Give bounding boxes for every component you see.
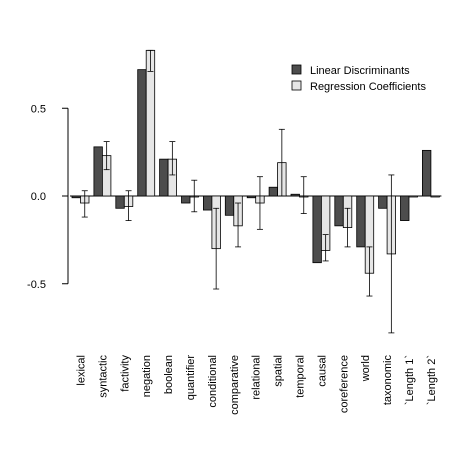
bar-linear-discriminants-factivity: [115, 195, 125, 209]
bar-linear-discriminants-spatial: [268, 186, 279, 197]
bar-linear-discriminants-coreference: [334, 195, 344, 227]
category-label-relational: relational: [251, 355, 263, 400]
category-label-syntactic: syntactic: [97, 355, 109, 398]
category-label-temporal: temporal: [295, 355, 307, 398]
category-label-taxonomic: taxonomic: [382, 355, 394, 406]
category-label-negation: negation: [141, 355, 153, 397]
legend: Linear Discriminants Regression Coeffici…: [291, 64, 426, 93]
bar-linear-discriminants-comparative: [224, 195, 235, 216]
error-bars: [81, 49, 395, 334]
bar-linear-discriminants-length-2: [421, 149, 432, 197]
bar-linear-discriminants-conditional: [202, 195, 213, 211]
y-tick-label: 0.5: [31, 103, 46, 115]
legend-label-regression-coefficients: Regression Coefficients: [310, 81, 426, 93]
category-labels: lexical syntactic factivity negation boolean…: [76, 355, 438, 415]
bar-regression-coefficients-length-2: [430, 195, 440, 198]
category-label-boolean: boolean: [163, 355, 175, 394]
bar-regression-coefficients-negation: [145, 49, 156, 197]
bar-linear-discriminants-boolean: [159, 158, 169, 197]
category-label-length-2: `Length 2`: [426, 355, 438, 405]
bar-linear-discriminants-quantifier: [181, 195, 191, 204]
bar-linear-discriminants-relational: [246, 195, 257, 199]
category-label-lexical: lexical: [76, 355, 88, 386]
bar-linear-discriminants-world: [356, 195, 366, 248]
legend-swatch-linear-discriminants: [291, 64, 302, 75]
category-label-comparative: comparative: [229, 355, 241, 415]
bar-linear-discriminants-syntactic: [93, 146, 103, 197]
y-tick-label: 0.0: [31, 191, 46, 203]
category-label-conditional: conditional: [207, 355, 219, 408]
legend-label-linear-discriminants: Linear Discriminants: [310, 65, 410, 77]
category-label-factivity: factivity: [119, 355, 131, 392]
y-tick-label: -0.5: [27, 279, 46, 291]
bar-linear-discriminants-negation: [137, 69, 147, 197]
category-label-coreference: coreference: [338, 355, 350, 413]
bar-linear-discriminants-temporal: [290, 193, 300, 197]
category-label-spatial: spatial: [273, 355, 285, 387]
category-label-quantifier: quantifier: [185, 355, 197, 401]
category-label-length-1: `Length 1`: [404, 355, 416, 405]
bar-linear-discriminants-lexical: [71, 195, 81, 199]
bar-regression-coefficients-length-1: [408, 195, 418, 198]
category-label-world: world: [360, 355, 372, 382]
y-axis: -0.5 0.0 0.5: [27, 103, 69, 291]
bar-linear-discriminants-taxonomic: [378, 195, 388, 209]
category-label-causal: causal: [316, 355, 328, 387]
bar-linear-discriminants-causal: [312, 195, 322, 264]
bar-linear-discriminants-length-1: [400, 195, 410, 221]
legend-swatch-regression-coefficients: [291, 80, 302, 91]
